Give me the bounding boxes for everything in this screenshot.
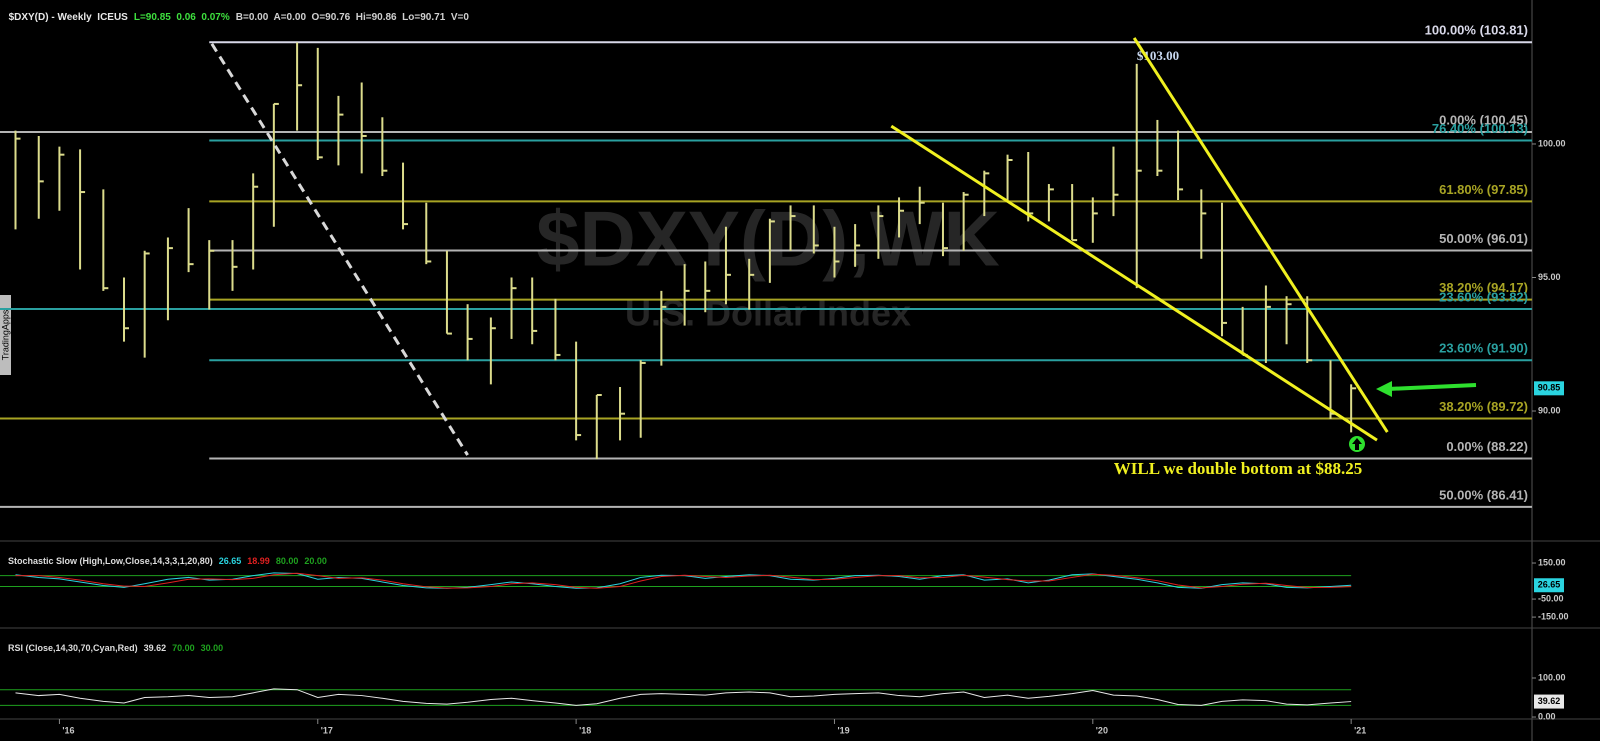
last-value: 90.85 (1538, 383, 1561, 393)
x-tick-label: '21 (1354, 725, 1366, 735)
indicator-value: 18.99 (247, 556, 270, 566)
fib-label: 38.20% (94.17) (1439, 280, 1528, 295)
x-tick-label: '20 (1096, 725, 1108, 735)
last-value-box (1534, 578, 1564, 593)
x-tick-label: '16 (62, 725, 74, 735)
level-label: 20.00 (304, 556, 327, 566)
indicator-title: RSI (Close,14,30,70,Cyan,Red) (8, 643, 138, 653)
x-tick-label: '19 (837, 725, 849, 735)
side-tab: TradingApps (0, 295, 11, 375)
indicator-value: 39.62 (143, 643, 167, 653)
bottom-marker (1349, 436, 1365, 452)
last-value: 26.65 (1538, 580, 1561, 590)
y-tick-label: -50.00 (1538, 593, 1564, 603)
level-label: 70.00 (172, 643, 195, 653)
fib-label: 0.00% (88.22) (1446, 439, 1528, 454)
stoch-header: Stochastic Slow (High,Low,Close,14,3,3,1… (3, 546, 333, 566)
marker-arrow (1352, 438, 1362, 450)
green-arrow (1376, 381, 1477, 397)
last-value-box (1534, 381, 1564, 396)
fib-label: 76.40% (100.13) (1432, 121, 1528, 136)
side-label: TradingApps (0, 309, 10, 360)
y-tick-label: 100.00 (1538, 672, 1566, 682)
watermark-symbol: $DXY(D),WK (536, 195, 1000, 283)
rsi-header: RSI (Close,14,30,70,Cyan,Red) 39.62 70.00 3… (3, 633, 229, 653)
fib-label: 23.60% (91.90) (1439, 341, 1528, 356)
x-tick-label: '17 (321, 725, 333, 735)
trendline (210, 43, 469, 456)
y-tick-label: -150.00 (1538, 611, 1569, 621)
fib-label: 23.60% (93.82) (1439, 289, 1528, 304)
side-tab-bg (0, 295, 11, 375)
y-tick-label: 150.00 (1538, 557, 1566, 567)
fib-label: 100.00% (103.81) (1425, 23, 1528, 38)
last-value: 39.62 (1538, 696, 1561, 706)
level-label: 30.00 (200, 643, 224, 653)
x-tick-label: '18 (579, 725, 591, 735)
fib-label: 0.00% (100.45) (1439, 112, 1528, 127)
indicator-value: 26.65 (218, 556, 242, 566)
header-part: L=90.85 0.06 0.07% (133, 12, 230, 23)
indicator-line (15, 688, 1352, 706)
y-tick-label: 0.00 (1538, 711, 1556, 721)
arrow-shaft (1387, 383, 1477, 391)
y-tick-label: 90.00 (1538, 405, 1561, 415)
annotation: WILL we double bottom at $88.25 (1114, 459, 1362, 478)
indicator-line (15, 572, 1352, 589)
level-label: 80.00 (275, 556, 299, 566)
header-part: B=0.00 A=0.00 O=90.76 Hi=90.86 Lo=90.71 … (235, 12, 469, 23)
header: $DXY(D) - Weekly ICEUS L=90.85 0.06 0.07%… (3, 1, 475, 23)
trendline (890, 124, 1378, 442)
arrow-head (1376, 381, 1392, 397)
y-tick-label: 95.00 (1538, 272, 1561, 282)
fib-label: 50.00% (86.41) (1439, 487, 1528, 502)
trendline (1132, 37, 1389, 433)
last-value-box (1534, 694, 1564, 709)
indicator-title: Stochastic Slow (High,Low,Close,14,3,3,1… (8, 556, 213, 566)
fib-label: 50.00% (96.01) (1439, 231, 1528, 246)
header-part: $DXY(D) - Weekly ICEUS (8, 12, 128, 23)
y-tick-label: 100.00 (1538, 138, 1566, 148)
fib-label: 38.20% (89.72) (1439, 399, 1528, 414)
fib-label: 61.80% (97.85) (1439, 182, 1528, 197)
